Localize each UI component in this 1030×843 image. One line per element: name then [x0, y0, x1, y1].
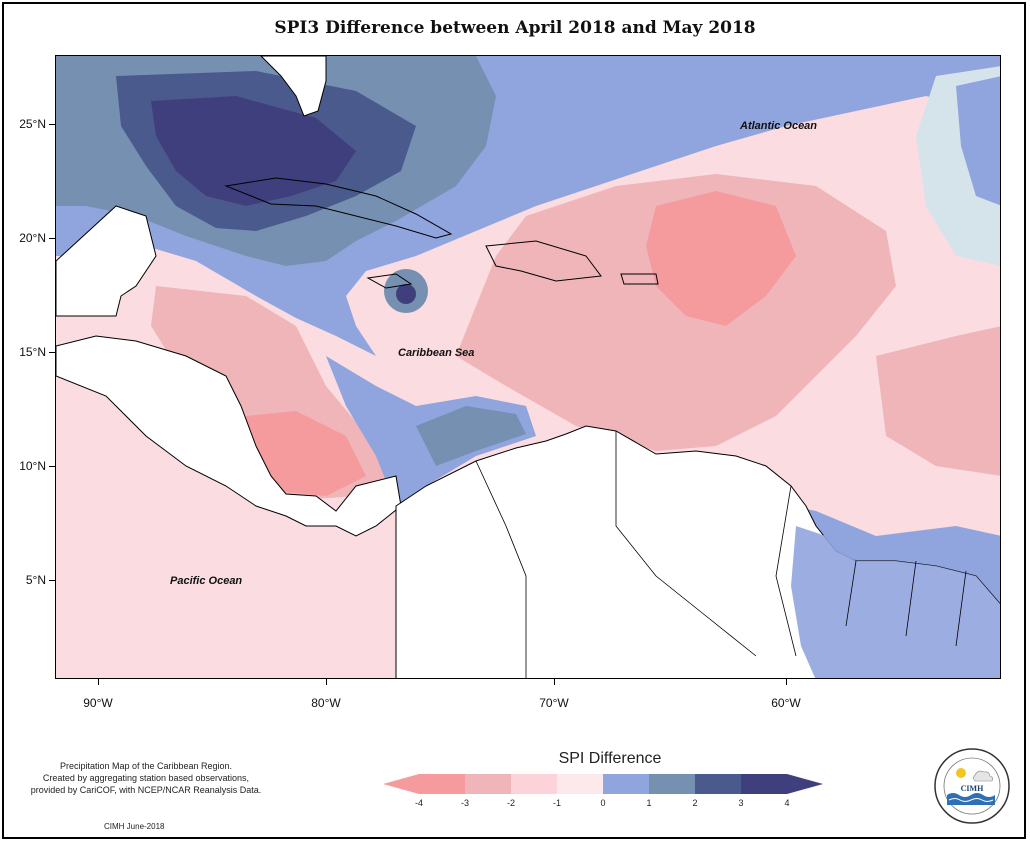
lat-label-10n: 10°N	[19, 459, 46, 473]
legend-swatch	[741, 774, 787, 794]
legend-tick-label: -4	[414, 798, 423, 808]
legend-colorbar-svg	[383, 774, 823, 794]
lon-label-60w: 60°W	[771, 696, 801, 710]
cloud-icon	[973, 770, 993, 782]
land-hispaniola	[485, 240, 602, 282]
spi-difference-map	[56, 56, 1000, 678]
land-puerto-rico	[620, 273, 659, 285]
legend-swatch	[649, 774, 695, 794]
legend-tick-label: 3	[738, 798, 744, 808]
legend-tick-label: 1	[646, 798, 652, 808]
lon-tick-60w	[786, 679, 787, 685]
legend-tick-label: 4	[784, 798, 790, 808]
lon-label-80w: 80°W	[311, 696, 341, 710]
legend-swatch	[695, 774, 741, 794]
label-caribbean-sea: Caribbean Sea	[398, 347, 475, 359]
legend-swatch	[419, 774, 465, 794]
credit-text: CIMH June-2018	[104, 822, 165, 831]
lat-label-25n: 25°N	[19, 117, 46, 131]
legend-swatch	[465, 774, 511, 794]
lat-label-20n: 20°N	[19, 231, 46, 245]
land-florida	[260, 56, 327, 117]
cimh-logo: CIMH	[933, 747, 1011, 825]
spi-zone-guianas-overlay	[791, 526, 1000, 678]
lat-tick-20n	[49, 238, 55, 239]
legend-swatch	[557, 774, 603, 794]
sun-icon	[956, 768, 966, 778]
legend-tick-label: -3	[460, 798, 469, 808]
legend-tick-label: 0	[600, 798, 606, 808]
land-jamaica	[366, 273, 413, 289]
lat-label-5n: 5°N	[25, 573, 46, 587]
note-line-2: Created by aggregating station based obs…	[42, 773, 250, 783]
legend-tick-label: -2	[506, 798, 515, 808]
spi-zone-plus1-ne	[956, 76, 1000, 206]
spi-zone-plus4-jamaica	[396, 284, 416, 304]
spi-zone-minus3-west	[246, 411, 366, 496]
map-title: SPI3 Difference between April 2018 and M…	[274, 18, 756, 38]
wave-icon	[947, 793, 995, 805]
spi-zone-minus3-central	[646, 191, 796, 326]
lat-label-15n: 15°N	[19, 345, 46, 359]
note-line-3: provided by CariCOF, with NCEP/NCAR Rean…	[30, 785, 262, 795]
map-panel[interactable]	[55, 55, 1001, 679]
legend-swatch	[603, 774, 649, 794]
lat-tick-15n	[49, 352, 55, 353]
legend-arrow-low	[383, 774, 419, 794]
land-central-america	[56, 205, 157, 317]
logo-name: CIMH	[961, 784, 984, 793]
border-lines	[475, 431, 967, 678]
label-pacific-ocean: Pacific Ocean	[170, 575, 243, 587]
lat-tick-10n	[49, 466, 55, 467]
note-line-1: Precipitation Map of the Caribbean Regio…	[59, 761, 233, 771]
spi-zone-plus2-coast	[416, 406, 526, 466]
lat-tick-5n	[49, 580, 55, 581]
map-description: Precipitation Map of the Caribbean Regio…	[6, 760, 286, 796]
land-cuba	[224, 177, 453, 239]
legend-title: SPI Difference	[558, 750, 662, 767]
lon-tick-70w	[554, 679, 555, 685]
legend-tick-label: 2	[692, 798, 698, 808]
lat-tick-25n	[49, 124, 55, 125]
spi-zone-plus4-north	[151, 96, 356, 206]
lon-label-90w: 90°W	[83, 696, 113, 710]
land-central-america-south	[56, 335, 402, 537]
lon-tick-80w	[326, 679, 327, 685]
lon-tick-90w	[98, 679, 99, 685]
legend-swatch	[511, 774, 557, 794]
legend-arrow-high	[787, 774, 823, 794]
spi-zone-minus2-east	[876, 326, 1000, 476]
label-atlantic-ocean: Atlantic Ocean	[740, 120, 818, 132]
lon-label-70w: 70°W	[539, 696, 569, 710]
legend-colorbar	[383, 772, 829, 803]
cimh-logo-graphic: CIMH	[934, 748, 1010, 824]
legend-tick-label: -1	[552, 798, 561, 808]
